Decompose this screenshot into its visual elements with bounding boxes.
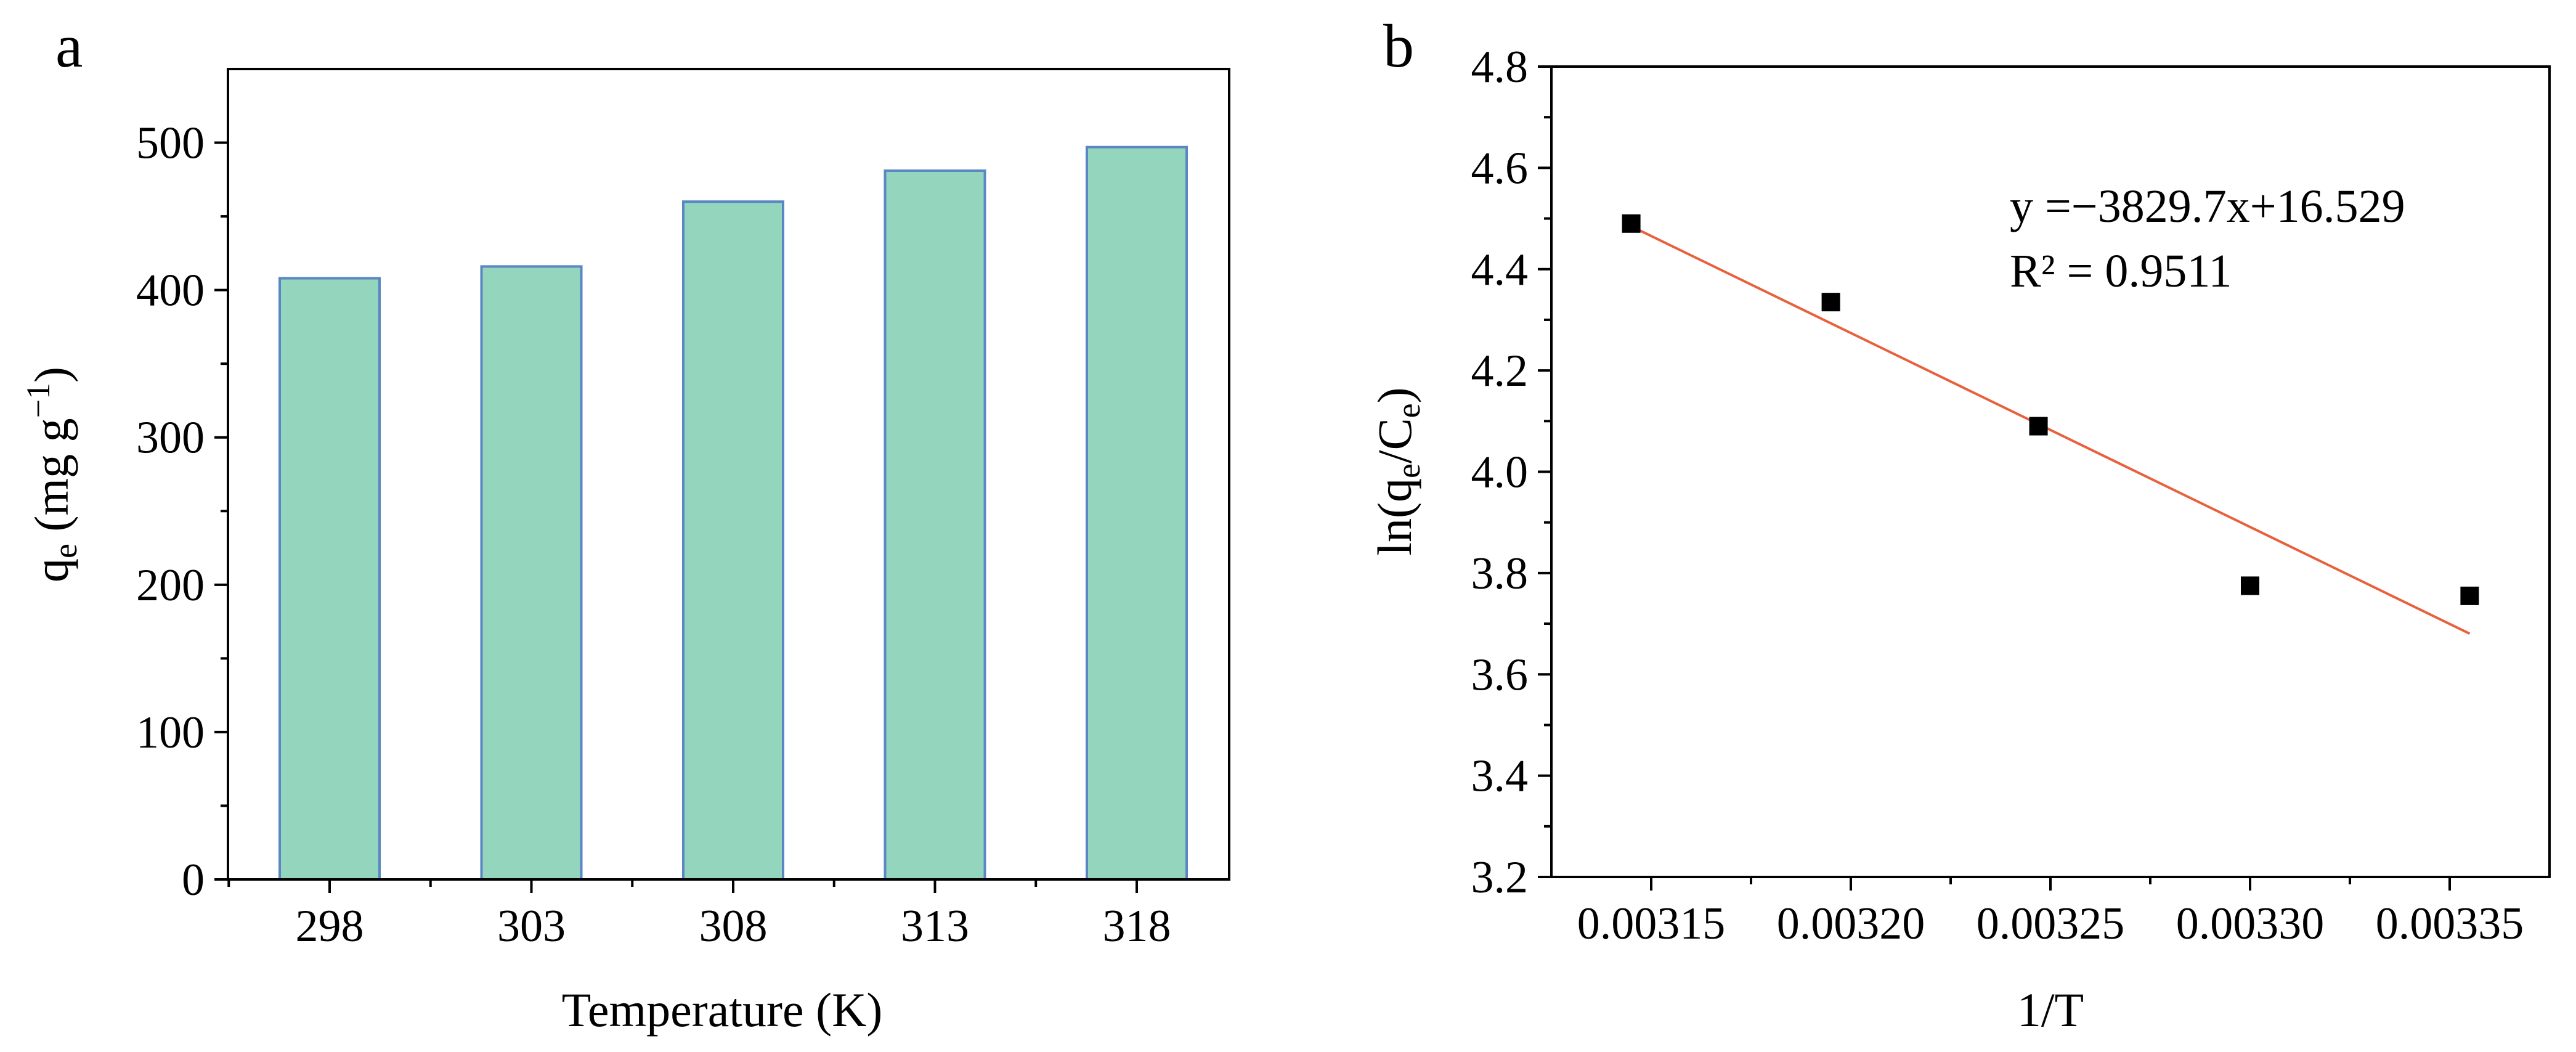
fit-equation: y =−3829.7x+16.529 — [2010, 181, 2405, 232]
y-tick-label: 0 — [182, 855, 205, 905]
panel-a-y-ticks: 0 100 200 300 400 500 — [136, 118, 228, 905]
panel-a-y-axis-title: qe (mg g−1) — [20, 367, 84, 582]
x-tick-label: 0.00335 — [2376, 899, 2524, 949]
bar-313 — [884, 169, 986, 881]
data-point — [2241, 576, 2259, 595]
ylabel-close: ) — [25, 367, 78, 383]
y-tick-label: 4.4 — [1471, 245, 1529, 295]
y-tick-label: 3.4 — [1471, 751, 1529, 802]
ylabel-sup: −1 — [20, 383, 57, 418]
fit-r-squared: R² = 0.9511 — [2010, 245, 2232, 297]
ylabel-sub-e-1: e — [1390, 463, 1427, 478]
bar-298 — [278, 277, 381, 881]
x-tick-label: 318 — [1103, 901, 1171, 952]
panel-a-plot-frame — [227, 68, 1230, 881]
x-tick-label: 0.00315 — [1577, 899, 1726, 949]
y-tick-label: 200 — [136, 560, 205, 611]
ylabel-sub-e: e — [47, 544, 84, 558]
y-tick-label: 3.6 — [1471, 650, 1529, 700]
ylabel-ln-q: ln(q — [1368, 478, 1421, 556]
y-tick-label: 400 — [136, 266, 205, 316]
x-tick-label: 308 — [699, 901, 768, 952]
ylabel-over-c: /C — [1368, 418, 1421, 463]
panel-b-x-axis-title: 1/T — [2017, 983, 2084, 1037]
data-point — [1821, 293, 1840, 312]
panel-b-x-ticks: 0.00315 0.00320 0.00325 0.00330 0.00335 — [1577, 877, 2524, 949]
ylabel-units: (mg g — [25, 418, 78, 544]
panel-b-y-axis-title: ln(qe/Ce) — [1368, 387, 1427, 555]
panel-a-x-ticks: 298 303 308 313 318 — [227, 879, 1171, 952]
x-tick-label: 0.00330 — [2176, 899, 2325, 949]
x-tick-label: 0.00325 — [1977, 899, 2125, 949]
x-tick-label: 298 — [296, 901, 364, 952]
fit-line-group — [1630, 225, 2471, 635]
panel-b-y-ticks: 3.2 3.4 3.6 3.8 4.0 4.2 4.4 4.6 4.8 — [1471, 42, 1551, 903]
fit-line — [1630, 225, 2471, 635]
ylabel-sub-e-2: e — [1390, 403, 1427, 418]
panel-a-bar-chart: a 0 100 200 300 400 500 298 303 308 313 318 Tempe… — [20, 12, 1230, 1037]
panel-b-scatter-chart: b 3.23.43.63.84.04.24.44.64.8 0.00315 0.0… — [1368, 12, 2551, 1037]
panel-a-letter: a — [55, 12, 83, 80]
bar-303 — [480, 265, 583, 881]
panel-a-x-axis-title: Temperature (K) — [562, 983, 883, 1037]
x-tick-label: 303 — [497, 901, 566, 952]
y-tick-label: 4.8 — [1471, 42, 1529, 92]
data-point — [2460, 586, 2479, 605]
panel-b-letter: b — [1383, 12, 1414, 80]
bar-308 — [682, 200, 784, 881]
points-group — [1622, 214, 2479, 605]
data-point — [1622, 214, 1641, 233]
y-tick-label: 4.0 — [1471, 447, 1529, 498]
ylabel-q: q — [25, 558, 78, 582]
x-tick-label: 0.00320 — [1777, 899, 1925, 949]
x-tick-label: 313 — [901, 901, 969, 952]
y-tick-label: 3.8 — [1471, 548, 1529, 599]
y-tick-label: 3.2 — [1471, 852, 1529, 903]
y-tick-label: 4.6 — [1471, 143, 1529, 194]
data-point — [2029, 417, 2048, 436]
y-tick-label: 100 — [136, 707, 205, 758]
y-tick-label: 500 — [136, 118, 205, 169]
y-tick-label: 300 — [136, 413, 205, 463]
y-tick-label: 4.2 — [1471, 346, 1529, 396]
ylabel-close-paren: ) — [1368, 387, 1421, 403]
bars-group — [278, 145, 1188, 881]
bar-318 — [1086, 145, 1188, 881]
